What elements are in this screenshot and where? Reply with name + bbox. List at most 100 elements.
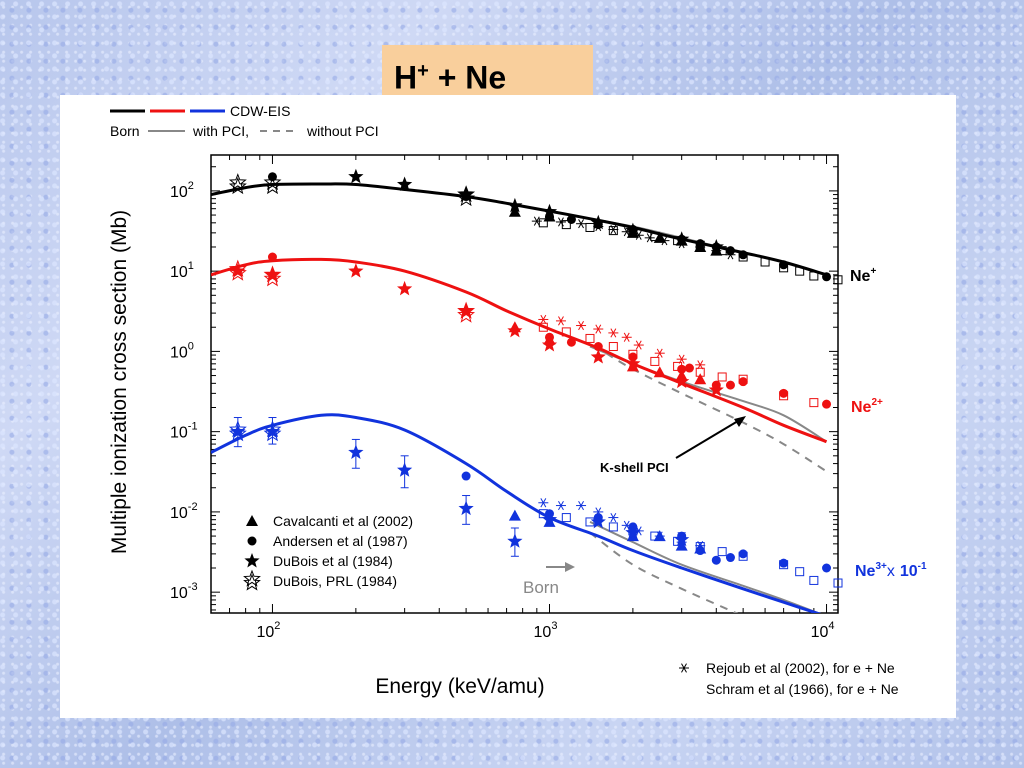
ne2-square-marker — [608, 342, 618, 352]
ne2-double-star-marker-outline-b — [457, 305, 476, 323]
ne1-star-marker — [541, 203, 558, 219]
series-label-ne2: Ne2+ — [851, 397, 883, 416]
kshell-label: K-shell PCI — [600, 460, 669, 475]
inner-legend: Cavalcanti et al (2002) Andersen et al (1… — [243, 513, 413, 591]
legend-label: Andersen et al (1987) — [273, 533, 408, 549]
ne3-circle-marker — [461, 471, 471, 481]
ne3-asterisk-marker-stroke — [540, 498, 547, 508]
legend-marker-asterisk-stroke — [681, 663, 687, 673]
legend-label: Schram et al (1966), for e + Ne — [706, 681, 899, 697]
ne1-star-marker — [458, 186, 474, 201]
kshell-arrow-head — [734, 416, 746, 427]
ne1-square-marker — [833, 275, 843, 285]
ne3-triangle-marker — [508, 509, 521, 521]
legend-marker-double-star-outline-a — [243, 569, 261, 587]
ne2-square-marker — [650, 356, 660, 366]
ne1-double-star-marker-outline-b — [263, 177, 282, 195]
ne2-asterisk-marker — [695, 360, 706, 370]
ne2-asterisk-marker — [676, 354, 687, 364]
born-without-pci-ne2 — [605, 352, 828, 473]
ne3-asterisk-marker — [538, 498, 549, 508]
ne1-double-star-marker — [228, 173, 247, 195]
ne3-star-marker — [674, 531, 690, 547]
ne1-star-marker — [674, 231, 690, 246]
ne2-star-marker — [264, 266, 281, 282]
ne1-asterisk-marker — [555, 217, 566, 227]
ne3-square-marker — [608, 522, 618, 532]
ne2-circle-marker — [822, 399, 832, 409]
top-legend: CDW-EIS Born with PCI, without PCI — [110, 103, 379, 139]
ne1-square-marker — [538, 218, 548, 228]
ne1-circle-marker — [695, 239, 705, 249]
ne2-asterisk-marker-stroke — [610, 328, 617, 338]
ne1-square-marker — [760, 257, 770, 267]
ne2-asterisk-marker-stroke — [558, 316, 564, 326]
ne2-asterisk-marker — [576, 320, 587, 331]
ne1-asterisk-marker — [644, 233, 655, 243]
ne1-star-marker — [397, 176, 413, 191]
plot-frame — [210, 154, 839, 614]
series-label-ne3: Ne3+x 10-1 — [855, 561, 927, 580]
ne3-asterisk-marker-stroke — [578, 500, 584, 511]
ne1-double-star-marker-outline-b — [228, 177, 247, 195]
ne1-asterisk-marker — [531, 216, 542, 226]
ne1-circle-marker — [725, 246, 735, 256]
ne2-star-marker — [348, 263, 364, 278]
ne3-star-marker — [625, 524, 641, 540]
ne3-asterisk-marker — [576, 500, 587, 511]
ne3-asterisk-marker-stroke — [610, 512, 617, 523]
ne2-asterisk-marker — [654, 348, 665, 358]
ne1-square-marker — [608, 226, 618, 236]
ne3-asterisk-marker — [608, 512, 619, 523]
ne1-star-marker — [507, 197, 523, 213]
x-tick-label: 103 — [534, 620, 558, 641]
legend-label: DuBois et al (1984) — [273, 553, 393, 569]
ne3-square-marker — [717, 547, 727, 557]
ne3-double-star-marker-outline-b — [263, 424, 282, 442]
ne3-circle-marker — [711, 555, 721, 565]
legend-born-label: Born — [110, 123, 140, 139]
ne2-asterisk-marker-stroke — [697, 360, 704, 370]
ne1-circle-marker — [566, 215, 576, 225]
born-without-pci-ne3 — [589, 531, 739, 613]
ne2-asterisk-marker-stroke — [656, 348, 663, 358]
ne3-circle-marker — [779, 558, 789, 568]
ne2-asterisk-marker-stroke — [678, 354, 685, 364]
ne2-square-marker — [538, 322, 548, 332]
legend-without-pci-label: without PCI — [306, 123, 379, 139]
legend-marker-triangle — [246, 515, 258, 526]
ne3-triangle-marker — [653, 530, 666, 542]
ne1-star-marker — [708, 239, 724, 254]
y-axis-label: Multiple ionization cross section (Mb) — [108, 210, 131, 554]
ne2-circle-marker — [684, 363, 694, 373]
legend-label: Rejoub et al (2002), for e + Ne — [706, 660, 895, 676]
ne2-asterisk-marker — [593, 324, 604, 334]
ne1-star-marker — [348, 168, 364, 184]
ne3-double-star-marker-outline-b — [228, 424, 247, 442]
ne3-star-marker — [590, 513, 606, 529]
y-tick-label: 10-3 — [170, 581, 198, 602]
ne3-triangle-marker — [675, 539, 688, 551]
born-label: Born — [523, 578, 559, 597]
ne2-square-marker — [717, 372, 727, 382]
ne3-asterisk-marker — [555, 500, 566, 511]
ne2-circle-marker — [593, 342, 603, 352]
ne2-asterisk-marker-stroke — [635, 340, 642, 350]
ne3-square-marker — [809, 575, 819, 585]
ne1-square-marker — [809, 271, 819, 281]
ne3-square-marker — [585, 517, 595, 527]
ne3-circle-marker — [822, 563, 832, 573]
ne1-circle-marker — [738, 250, 748, 260]
ne1-square-marker — [585, 222, 595, 232]
ne2-triangle-marker — [694, 373, 707, 385]
ne3-star-marker — [458, 500, 474, 516]
ne1-double-star-marker-outline-a — [263, 173, 282, 191]
y-tick-label: 10-1 — [170, 421, 198, 442]
ne2-star-marker — [625, 355, 641, 371]
legend-marker-double-star — [243, 569, 261, 591]
ne1-asterisk-marker — [576, 219, 587, 229]
ne2-star-marker — [674, 373, 690, 389]
data-markers — [228, 168, 843, 588]
ne3-star-marker — [541, 511, 558, 527]
ne1-asterisk-marker-stroke — [610, 224, 617, 235]
